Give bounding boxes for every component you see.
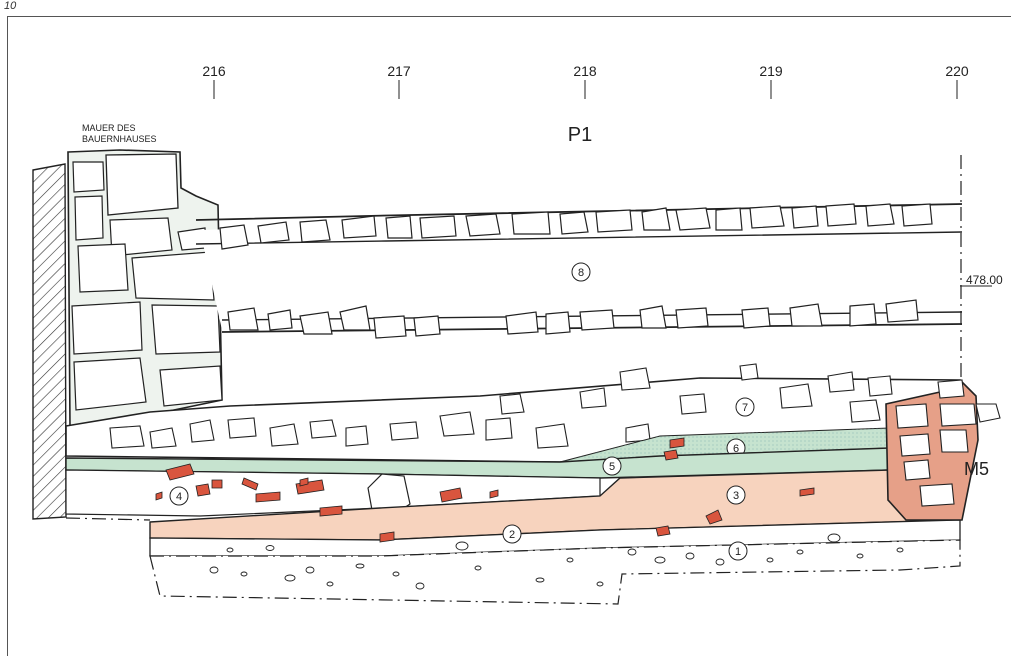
layer-7-stones bbox=[109, 363, 893, 449]
stone-wall bbox=[67, 149, 223, 429]
brick-fragments bbox=[155, 437, 815, 543]
layer-1-label: 1 bbox=[735, 546, 741, 558]
upper-stone-row bbox=[195, 203, 963, 250]
base-line-left bbox=[65, 517, 151, 521]
layer-7-marker bbox=[735, 397, 755, 417]
middle-stone-row bbox=[221, 299, 963, 339]
grid-label-219: 219 bbox=[759, 63, 783, 79]
layer-4-marker bbox=[169, 486, 189, 506]
feature-label-m5: M5 bbox=[964, 459, 989, 479]
layer-3-marker bbox=[726, 485, 746, 505]
layer-1-area bbox=[149, 539, 961, 605]
layer-6-label: 6 bbox=[733, 443, 739, 455]
grid-label-220: 220 bbox=[945, 63, 969, 79]
grid-ticks bbox=[213, 80, 958, 99]
grid-label-217: 217 bbox=[387, 63, 411, 79]
layer-8-label: 8 bbox=[578, 267, 584, 279]
page-number: 10 bbox=[4, 0, 17, 12]
profile-title: P1 bbox=[568, 124, 592, 146]
grid-label-218: 218 bbox=[573, 63, 597, 79]
wall-label-line2: BAUERNHAUSES bbox=[82, 134, 157, 144]
layer-1-pebbles bbox=[209, 533, 904, 590]
m5-wall bbox=[885, 379, 1001, 521]
layer-1-marker bbox=[728, 541, 748, 561]
wall-label-line1: MAUER DES bbox=[82, 123, 136, 133]
layer-5-marker bbox=[602, 456, 622, 476]
layer-7-label: 7 bbox=[742, 402, 748, 414]
layer-2-marker bbox=[502, 524, 522, 544]
grid-label-216: 216 bbox=[202, 63, 226, 79]
layer-4-label: 4 bbox=[176, 491, 182, 503]
layer-3-label: 3 bbox=[733, 490, 739, 502]
layer-2-label: 2 bbox=[509, 529, 515, 541]
figure-frame bbox=[7, 16, 1011, 656]
layer-8-marker bbox=[571, 262, 591, 282]
hatched-wall bbox=[32, 163, 67, 520]
elevation-label: 478.00 bbox=[966, 273, 1003, 287]
layer-6-texture bbox=[560, 428, 890, 462]
layer-5-label: 5 bbox=[609, 461, 615, 473]
